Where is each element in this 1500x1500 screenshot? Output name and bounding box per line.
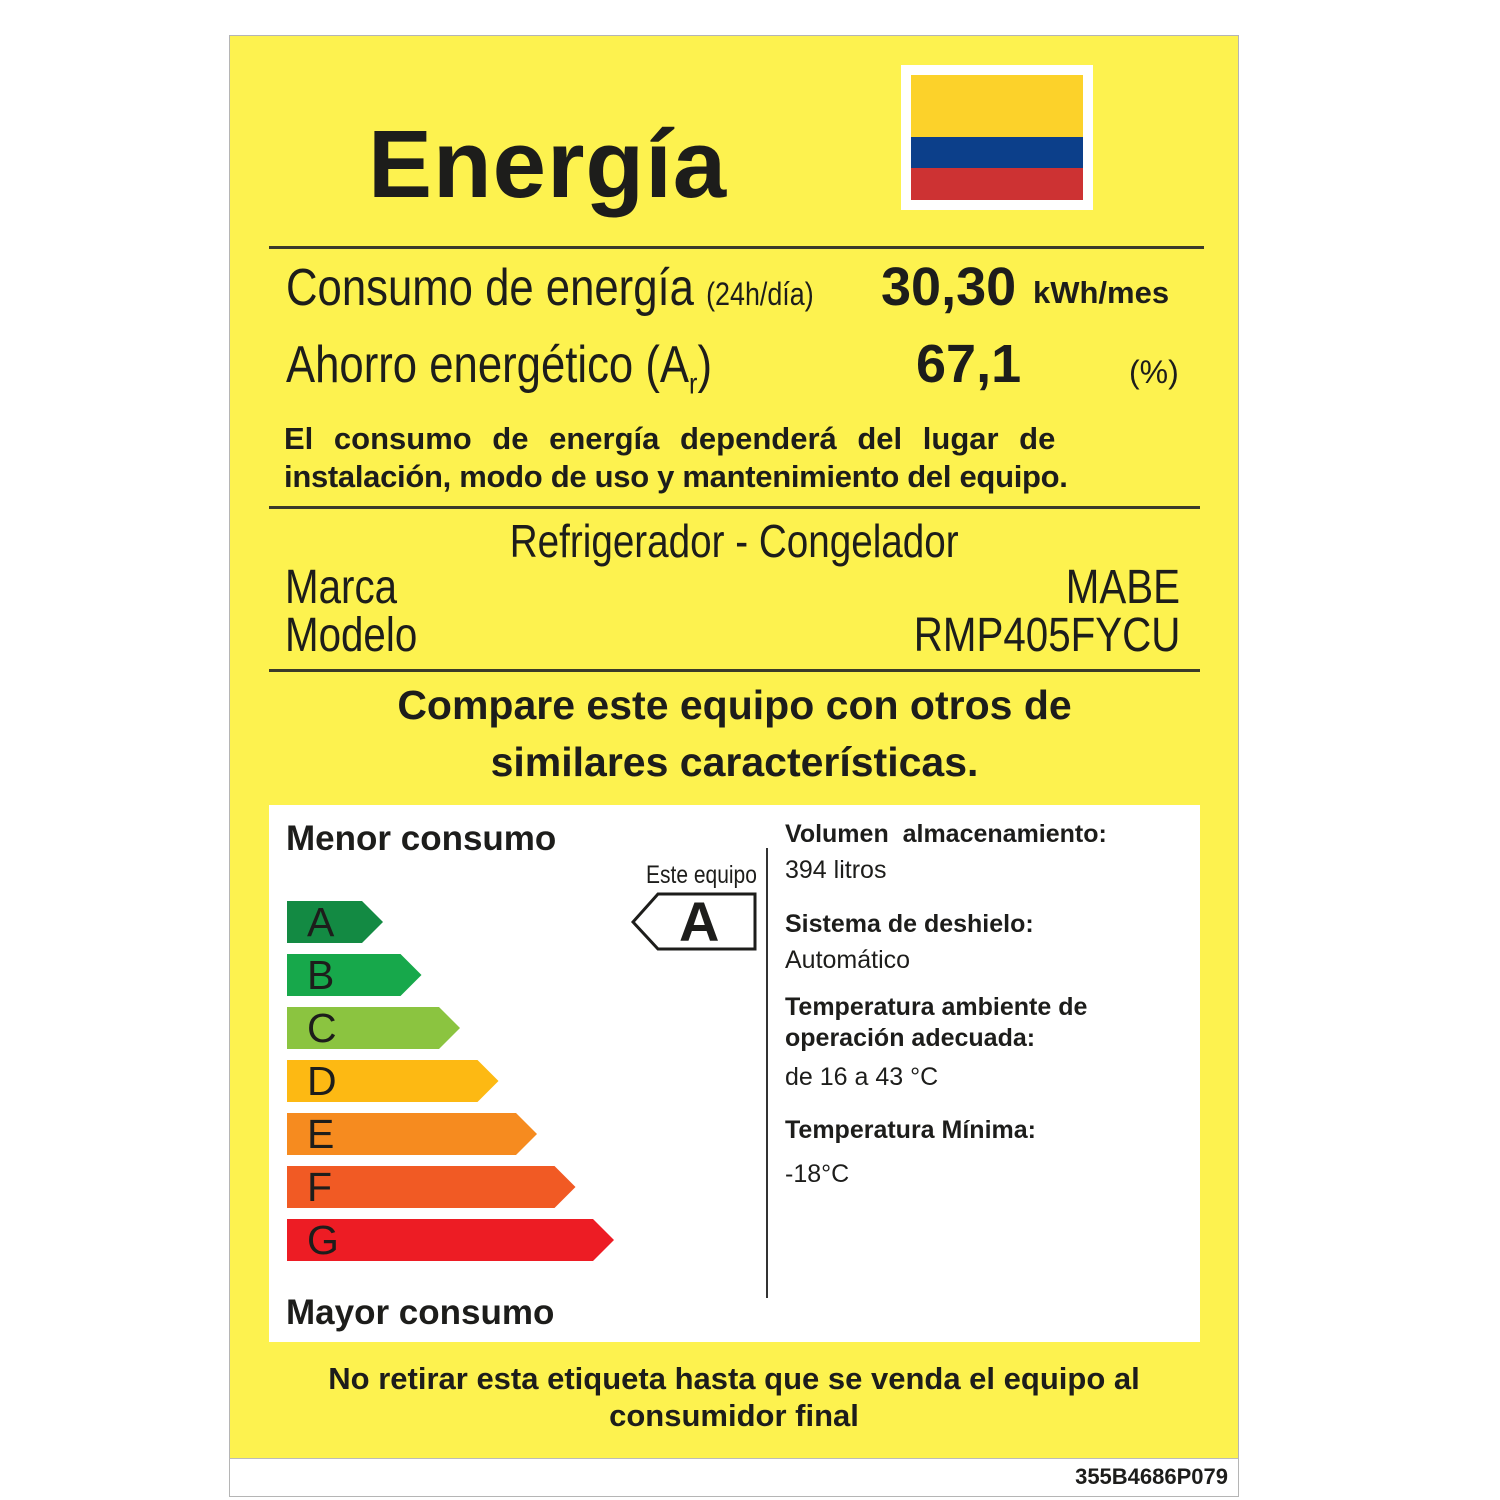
class-letter: B xyxy=(307,952,335,998)
class-bar-shape xyxy=(287,1113,537,1155)
highest-consumption-label: Mayor consumo xyxy=(286,1293,555,1332)
min-temp-value: -18°C xyxy=(785,1160,850,1188)
class-bar-shape xyxy=(287,954,422,996)
panel-divider xyxy=(766,848,768,1298)
min-temp-label: Temperatura Mínima: xyxy=(785,1116,1036,1144)
consumption-value: 30,30 xyxy=(881,257,1017,317)
ambient-label-1: Temperatura ambiente de xyxy=(785,993,1088,1021)
this-equipment-label: Este equipo xyxy=(646,861,757,889)
consumption-unit: kWh/mes xyxy=(1033,275,1170,310)
savings-value: 67,1 xyxy=(916,334,1022,394)
lowest-consumption-label: Menor consumo xyxy=(286,819,557,858)
consumption-qualifier: (24h/día) xyxy=(706,276,814,312)
class-letter: A xyxy=(307,899,335,945)
savings-label-text: Ahorro energético ( xyxy=(286,336,660,394)
this-equipment-arrow: A xyxy=(630,890,758,953)
savings-subscript: r xyxy=(689,367,698,401)
class-bar-shape xyxy=(287,1219,614,1261)
class-bar-shape xyxy=(287,1166,576,1208)
savings-label: Ahorro energético (Ar) xyxy=(286,335,712,414)
savings-symbol: A xyxy=(659,336,690,394)
footer-line-2: consumidor final xyxy=(609,1398,859,1433)
footer-line-1: No retirar esta etiqueta hasta que se ve… xyxy=(328,1361,1140,1396)
arrow-shape-icon xyxy=(630,892,757,951)
defrost-value: Automático xyxy=(785,946,911,974)
brand-label: Marca xyxy=(285,561,398,614)
this-equipment-class: A xyxy=(679,890,720,953)
class-bar-shape xyxy=(287,1007,460,1049)
class-letter: E xyxy=(307,1111,335,1157)
class-bar-shape xyxy=(287,901,383,943)
class-bar-shape xyxy=(287,1060,499,1102)
colombia-flag-icon xyxy=(901,65,1093,210)
defrost-label: Sistema de deshielo: xyxy=(785,910,1034,938)
label-code: 355B4686P079 xyxy=(1075,1464,1228,1489)
efficiency-class-c: C xyxy=(287,1005,460,1051)
efficiency-class-a: A xyxy=(287,899,383,945)
product-type-text: Refrigerador - Congelador xyxy=(510,515,959,567)
class-letter: F xyxy=(307,1164,333,1210)
compare-line-2: similares características. xyxy=(490,739,979,785)
efficiency-class-b: B xyxy=(287,952,422,998)
consumption-label-text: Consumo de energía xyxy=(286,259,694,317)
ambient-label-2: operación adecuada: xyxy=(785,1024,1036,1052)
efficiency-class-f: F xyxy=(287,1164,576,1210)
volume-value: 394 litros xyxy=(785,856,887,884)
class-letter: G xyxy=(307,1217,339,1263)
efficiency-class-g: G xyxy=(287,1217,614,1263)
divider xyxy=(269,246,1204,249)
divider xyxy=(269,669,1200,672)
code-strip xyxy=(229,1458,1239,1497)
savings-paren: ) xyxy=(697,336,712,394)
model-label: Modelo xyxy=(285,609,418,662)
savings-unit: (%) xyxy=(1129,354,1179,390)
disclaimer-line-1: El consumo de energía dependerá del luga… xyxy=(284,421,1056,456)
compare-line-1: Compare este equipo con otros de xyxy=(397,682,1072,728)
ambient-value: de 16 a 43 °C xyxy=(785,1063,939,1091)
product-type: Refrigerador - Congelador xyxy=(269,514,1200,568)
efficiency-class-d: D xyxy=(287,1058,499,1104)
model-value: RMP405FYCU xyxy=(913,609,1180,662)
label-title: Energía xyxy=(368,111,728,218)
efficiency-class-e: E xyxy=(287,1111,537,1157)
class-letter: C xyxy=(307,1005,337,1051)
divider xyxy=(269,506,1200,509)
brand-value: MABE xyxy=(1065,561,1180,614)
volume-label: Volumen almacenamiento: xyxy=(785,820,1107,848)
class-letter: D xyxy=(307,1058,337,1104)
consumption-label: Consumo de energía (24h/día) xyxy=(286,258,814,324)
disclaimer-line-2: instalación, modo de uso y mantenimiento… xyxy=(284,459,1068,494)
